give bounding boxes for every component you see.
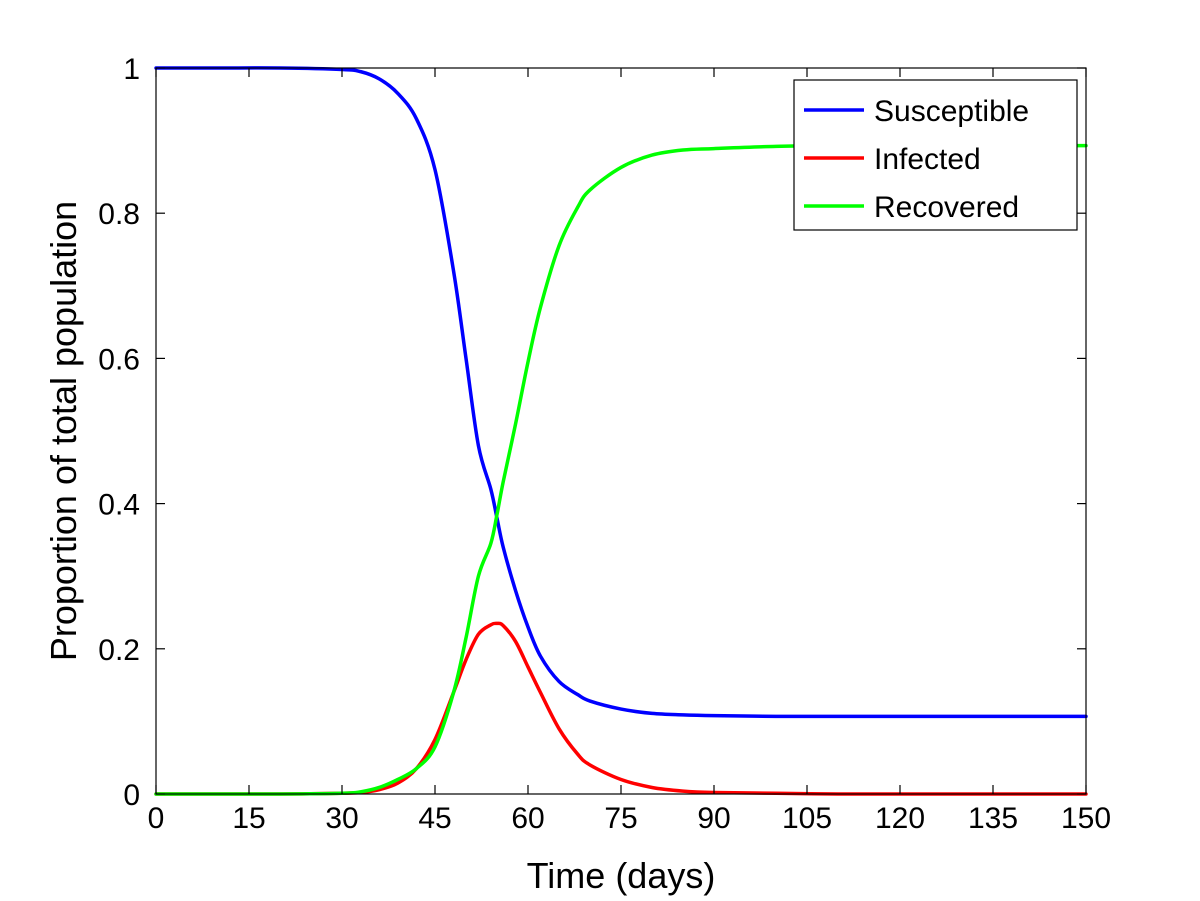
x-tick-label: 60 [511,802,544,835]
y-tick-label: 1 [123,53,140,86]
y-tick-label: 0 [123,779,140,812]
x-tick-label: 75 [604,802,637,835]
series-line-recovered [154,143,1088,796]
y-tick-label: 0.4 [98,489,140,522]
legend-label-recovered: Recovered [874,191,1019,224]
x-tick-label: 15 [232,802,265,835]
legend: Susceptible Infected Recovered [793,79,1078,231]
y-tick-label: 0.8 [98,198,140,231]
x-tick-label: 0 [148,802,165,835]
x-axis-label: Time (days) [527,855,716,896]
x-tick-label: 45 [418,802,451,835]
x-tick-label: 30 [325,802,358,835]
series-layer [154,66,1088,796]
x-tick-label: 135 [968,802,1018,835]
y-axis-label: Proportion of total population [43,201,84,661]
x-tick-label: 150 [1061,802,1111,835]
ticks-layer: 0 15 30 45 60 75 90 105 120 135 150 0 0.2 0.4 0.6 0.8 1 [98,53,1111,835]
x-tick-label: 105 [782,802,832,835]
series-line-susceptible [154,66,1088,719]
y-tick-label: 0.6 [98,343,140,376]
legend-label-susceptible: Susceptible [874,95,1029,128]
y-tick-label: 0.2 [98,634,140,667]
x-tick-label: 90 [697,802,730,835]
legend-label-infected: Infected [874,143,981,176]
x-tick-label: 120 [875,802,925,835]
series-line-infected [154,621,1088,796]
